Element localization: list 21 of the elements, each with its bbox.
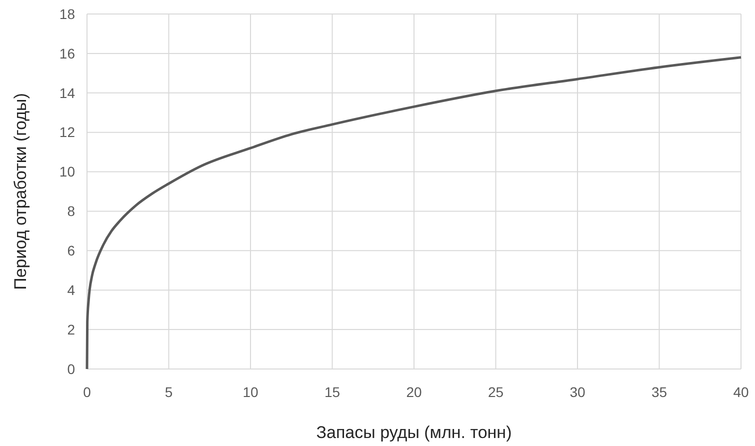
x-tick-label: 30 <box>570 384 586 400</box>
x-tick-label: 5 <box>164 384 173 400</box>
y-tick-label: 4 <box>67 282 76 298</box>
x-tick-label: 15 <box>324 384 340 400</box>
x-tick-label: 10 <box>242 384 258 400</box>
y-tick-label: 2 <box>67 321 76 338</box>
y-tick-label: 6 <box>67 242 76 259</box>
x-tick-label: 25 <box>488 384 504 400</box>
y-tick-label: 0 <box>67 360 76 377</box>
x-tick-label: 35 <box>651 384 668 400</box>
x-tick-label: 20 <box>406 384 422 400</box>
y-tick-label: 8 <box>67 203 76 220</box>
y-tick-label: 18 <box>59 6 76 22</box>
x-axis-title: Запасы руды (млн. тонн) <box>316 423 512 442</box>
y-tick-label: 16 <box>59 45 76 62</box>
y-tick-label: 14 <box>59 84 76 101</box>
y-axis-title: Период отработки (годы) <box>11 93 30 290</box>
x-tick-label: 0 <box>83 384 92 400</box>
y-tick-label: 12 <box>59 124 76 140</box>
x-tick-label: 40 <box>733 384 749 400</box>
y-tick-label: 10 <box>59 164 76 180</box>
